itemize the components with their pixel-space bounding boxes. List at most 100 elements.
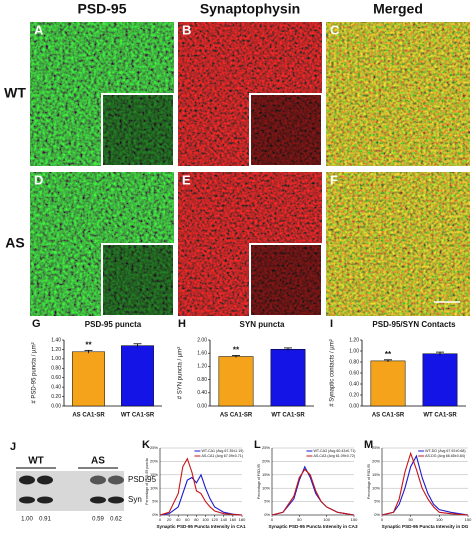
panel-letter: C [330, 22, 340, 37]
x-tick-label: AS CA1-SR [372, 413, 405, 419]
y-tick-label: 25% [150, 445, 158, 450]
y-tick-label: 0.00 [197, 403, 207, 409]
y-tick-label: 1.20 [51, 347, 61, 353]
x-tick-label: WT CA1-SR [423, 413, 457, 419]
y-tick-label: 0.40 [197, 390, 207, 396]
y-axis-label: Percentage of PSD-95 puncta [145, 458, 149, 505]
y-tick-label: 0.80 [51, 366, 61, 372]
bar [370, 360, 406, 407]
x-tick-label: AS CA1-SR [220, 413, 253, 419]
legend-label: AS-CA1 (Avg 67.09±0.71) [201, 454, 242, 458]
row-label: WT [4, 85, 26, 101]
inset-texture [251, 245, 321, 315]
column-header: Synaptophysin [200, 1, 300, 17]
blot-image [16, 471, 124, 511]
y-tick-label: 5% [374, 499, 380, 504]
series-line [271, 468, 355, 516]
x-tick-label: 0 [271, 517, 274, 522]
x-tick-label: WT CA1-SR [121, 413, 155, 419]
inset-texture [251, 95, 321, 165]
panel-letter: F [330, 172, 338, 187]
chart-title: PSD-95/SYN Contacts [372, 320, 456, 329]
panel-letter: G [32, 318, 41, 330]
y-tick-label: 0.40 [51, 384, 61, 390]
chart-title: PSD-95 puncta [85, 320, 142, 329]
y-tick-label: 1.20 [349, 337, 359, 343]
band [108, 496, 124, 504]
panel-letter: K [142, 439, 150, 451]
series-line [381, 454, 469, 516]
x-tick-label: 160 [230, 517, 237, 522]
y-tick-label: 2.00 [197, 337, 207, 343]
band [108, 475, 124, 485]
y-tick-label: 20% [262, 458, 270, 463]
column-header: Merged [373, 1, 423, 17]
y-tick-label: 0.60 [51, 375, 61, 381]
bar [72, 351, 105, 407]
band [90, 496, 106, 504]
y-tick-label: 1.20 [197, 364, 207, 370]
band [19, 475, 35, 485]
y-tick-label: 15% [262, 472, 270, 477]
panel-letter: H [178, 318, 186, 330]
x-tick-label: 150 [351, 517, 358, 522]
legend-label: WT-CA1 (Avg 67.35±1.19) [201, 449, 243, 453]
y-tick-label: 0.00 [51, 403, 61, 409]
panel-letter: M [364, 439, 373, 451]
y-tick-label: 10% [262, 485, 270, 490]
x-axis-label: Synaptic PSD-95 Puncta Intensity in DG [382, 524, 469, 529]
x-tick-label: 80 [194, 517, 199, 522]
y-tick-label: 0.80 [349, 359, 359, 365]
band [90, 475, 106, 485]
blot-group: WT [28, 456, 44, 467]
band [37, 475, 53, 485]
x-tick-label: 150 [465, 517, 472, 522]
x-axis-label: Synaptic PSD-95 Puncta Intensity in CA3 [268, 524, 358, 529]
x-tick-label: 100 [202, 517, 209, 522]
x-tick-label: 60 [185, 517, 190, 522]
y-tick-label: 0.20 [51, 394, 61, 400]
x-tick-label: AS CA1-SR [72, 413, 105, 419]
bar [422, 353, 458, 407]
significance: ** [385, 350, 392, 359]
micrograph-texture [326, 22, 470, 166]
panel-letter: A [34, 22, 44, 37]
legend-label: WT-CA3 (Avg 60.43±0.71) [313, 449, 355, 453]
panel-letter: E [182, 172, 191, 187]
series-line [159, 457, 243, 516]
x-tick-label: 120 [211, 517, 218, 522]
y-tick-label: 0.40 [349, 381, 359, 387]
x-tick-label: 50 [408, 517, 413, 522]
y-axis-label: Percentage of PSD-95 [257, 464, 261, 499]
legend-label: AS-CA3 (Avg 61.09±0.72) [313, 454, 354, 458]
significance: ** [233, 346, 240, 355]
significance: ** [85, 340, 92, 349]
band-ratio: 0.62 [110, 517, 122, 523]
series-line [381, 451, 469, 516]
bar [218, 356, 254, 407]
y-tick-label: 1.00 [349, 348, 359, 354]
x-tick-label: WT CA1-SR [271, 413, 305, 419]
y-tick-label: 20% [150, 458, 158, 463]
band [37, 496, 53, 504]
x-tick-label: 20 [167, 517, 172, 522]
bar [270, 348, 306, 407]
y-tick-label: 15% [150, 472, 158, 477]
y-tick-label: 10% [372, 485, 380, 490]
x-tick-label: 50 [297, 517, 302, 522]
micrograph-texture [326, 172, 470, 316]
y-axis-label: Percentage of PSD-95 [367, 464, 371, 499]
y-tick-label: 1.40 [51, 337, 61, 343]
band-ratio: 0.59 [92, 517, 104, 523]
x-tick-label: 0 [159, 517, 162, 522]
y-axis-label: # SYN puncta / µm² [178, 347, 184, 399]
y-tick-label: 0.80 [197, 377, 207, 383]
band-ratio: 0.91 [39, 517, 51, 523]
y-tick-label: 10% [150, 485, 158, 490]
y-axis-label: # PSD-95 puncta / µm² [32, 342, 38, 403]
x-tick-label: 180 [239, 517, 246, 522]
y-tick-label: 15% [372, 472, 380, 477]
chart-title: SYN puncta [240, 320, 285, 329]
